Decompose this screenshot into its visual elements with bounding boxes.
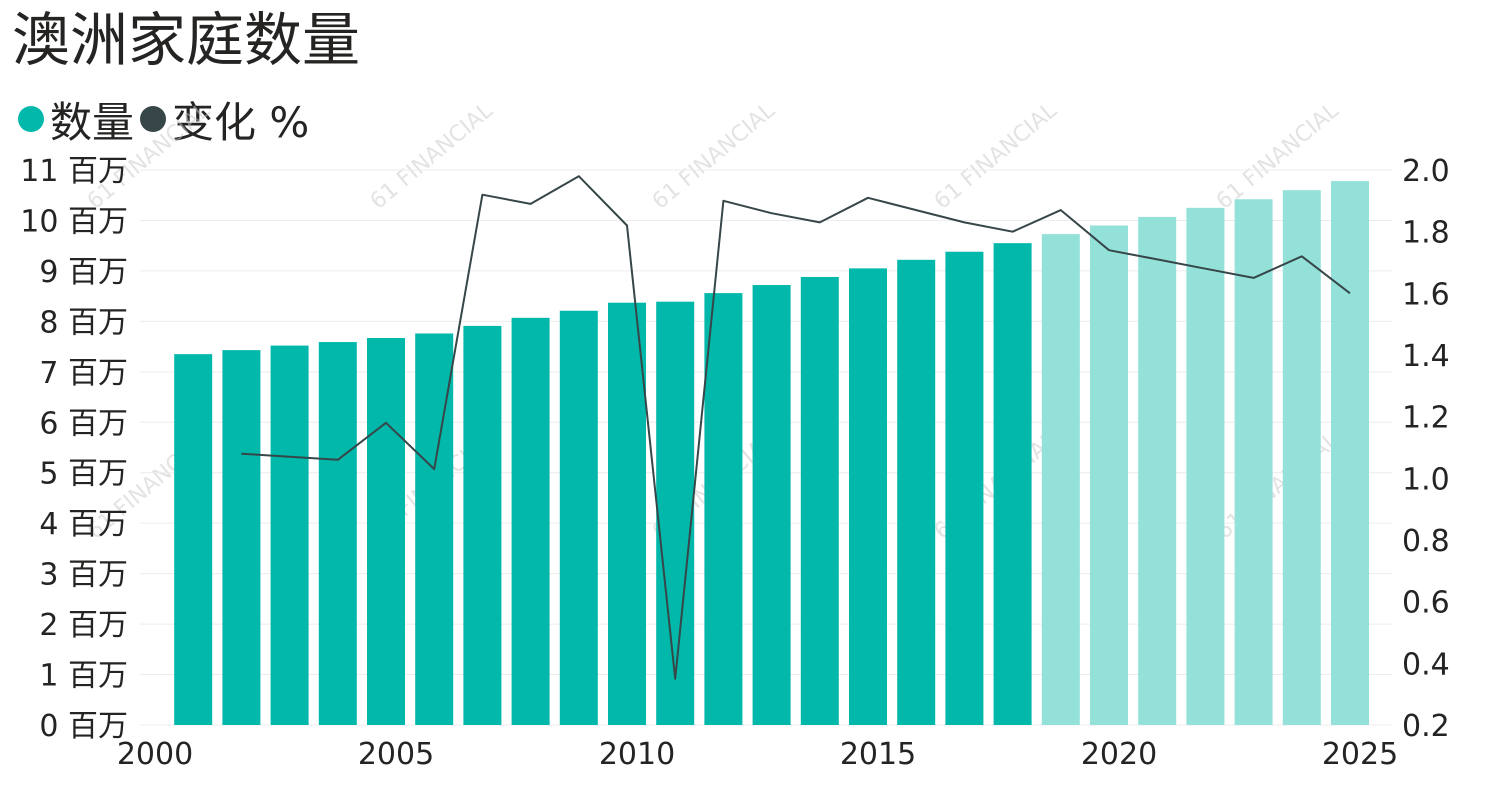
y-right-tick-1.6: 1.6: [1402, 277, 1450, 312]
y-left-tick-6: 6 百万: [39, 406, 128, 441]
bar-2004: [318, 342, 357, 725]
bar-2009: [559, 310, 598, 725]
bar-2021: [1138, 216, 1177, 725]
watermark-text-3: 61 FINANCIAL: [930, 98, 1063, 215]
bar-2003: [270, 345, 309, 725]
bar-2017: [945, 251, 984, 725]
y-right-tick-0.4: 0.4: [1402, 647, 1450, 682]
bar-2025: [1331, 181, 1369, 726]
y-left-tick-5: 5 百万: [39, 457, 128, 492]
y-right-tick-0.8: 0.8: [1402, 524, 1450, 559]
legend-item-count[interactable]: 数量: [18, 89, 134, 150]
y-left-tick-4: 4 百万: [39, 507, 128, 542]
x-tick-2005: 2005: [358, 737, 434, 772]
bar-2016: [897, 259, 936, 725]
bar-2013: [752, 285, 791, 725]
y-axis-left: 0 百万 1 百万 2 百万 3 百万 4 百万 5 百万 6 百万 7 百万 8 百万 9 百万…: [20, 154, 128, 744]
y-left-tick-9: 9 百万: [39, 255, 128, 290]
y-left-tick-3: 3 百万: [39, 558, 128, 593]
bar-2012: [704, 293, 743, 725]
y-left-tick-1: 1 百万: [39, 659, 128, 694]
bar-2023: [1234, 199, 1273, 725]
y-left-tick-10: 10 百万: [20, 204, 128, 239]
watermark-text-4: 61 FINANCIAL: [1212, 98, 1345, 215]
x-tick-2015: 2015: [840, 737, 916, 772]
bar-2024: [1282, 190, 1321, 725]
bar-2002: [222, 350, 261, 725]
bar-2007: [463, 325, 502, 725]
bar-2001: [174, 354, 213, 725]
bar-series: [174, 181, 1369, 726]
y-right-tick-0.2: 0.2: [1402, 709, 1450, 744]
bar-2005: [367, 338, 405, 725]
legend-marker-change: [140, 106, 167, 132]
line-series: [241, 175, 1351, 680]
y-right-tick-1.0: 1.0: [1402, 462, 1450, 497]
bar-2008: [511, 317, 550, 725]
x-axis: 2000 2005 2010 2015 2020 2025: [117, 737, 1398, 772]
x-tick-2025: 2025: [1322, 737, 1398, 772]
y-left-tick-8: 8 百万: [39, 305, 128, 340]
x-tick-2000: 2000: [117, 737, 193, 772]
y-left-tick-7: 7 百万: [39, 356, 128, 391]
y-right-tick-1.4: 1.4: [1402, 339, 1450, 374]
watermark-text-2: 61 FINANCIAL: [648, 98, 781, 215]
x-tick-2010: 2010: [599, 737, 675, 772]
y-right-tick-0.6: 0.6: [1402, 586, 1450, 621]
watermark-text-1: 61 FINANCIAL: [366, 98, 499, 215]
y-right-tick-1.2: 1.2: [1402, 401, 1450, 436]
y-left-tick-2: 2 百万: [39, 608, 128, 643]
legend-marker-count: [18, 106, 44, 132]
legend-label-change: 变化 %: [172, 97, 310, 147]
watermark-text-9: 61 FINANCIAL: [1212, 428, 1345, 545]
bar-2020: [1090, 225, 1128, 725]
y-right-tick-2.0: 2.0: [1402, 154, 1450, 189]
bar-2011: [656, 301, 695, 725]
change-line: [241, 175, 1351, 680]
chart-title: 澳洲家庭数量: [12, 6, 361, 74]
bar-2019: [1041, 234, 1080, 725]
y-left-tick-0: 0 百万: [39, 709, 128, 744]
legend-label-count: 数量: [50, 97, 135, 147]
bar-2015: [849, 268, 887, 725]
y-left-tick-11: 11 百万: [20, 154, 128, 189]
bar-2018: [993, 243, 1032, 725]
legend-item-change[interactable]: 变化 %: [140, 89, 309, 150]
bar-2022: [1186, 207, 1225, 725]
y-axis-right: 0.2 0.4 0.6 0.8 1.0 1.2 1.4 1.6 1.8 2.0: [1402, 154, 1450, 744]
x-tick-2020: 2020: [1081, 737, 1157, 772]
legend: 数量 变化 %: [18, 92, 315, 147]
bar-2014: [800, 276, 839, 725]
bar-2010: [608, 302, 646, 725]
y-right-tick-1.8: 1.8: [1402, 216, 1450, 251]
